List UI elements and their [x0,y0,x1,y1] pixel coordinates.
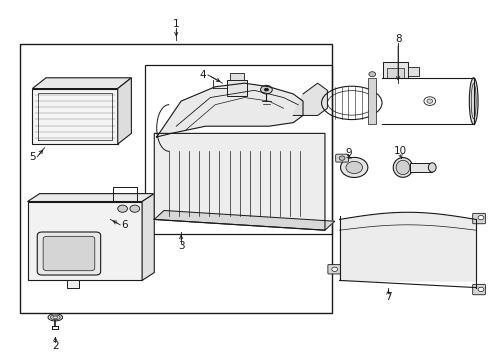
Circle shape [340,157,367,177]
Circle shape [264,88,268,91]
Circle shape [368,72,375,77]
FancyBboxPatch shape [327,265,340,274]
Circle shape [345,161,362,174]
Polygon shape [118,78,131,144]
FancyBboxPatch shape [472,213,485,224]
Bar [27,202,142,280]
Text: 1: 1 [173,19,179,29]
Bar [386,68,403,78]
Text: 8: 8 [394,35,401,44]
Bar [144,65,331,234]
Polygon shape [157,83,303,137]
Text: 2: 2 [52,341,59,351]
Circle shape [260,85,272,94]
Polygon shape [142,194,154,280]
Polygon shape [154,134,325,230]
Ellipse shape [427,163,435,172]
Circle shape [477,216,483,220]
Ellipse shape [48,314,62,321]
Circle shape [426,99,432,103]
Bar [367,78,375,125]
Polygon shape [154,211,334,230]
Circle shape [477,287,483,292]
FancyBboxPatch shape [37,232,101,275]
Bar [32,89,118,144]
Polygon shape [32,78,131,89]
Polygon shape [293,83,327,116]
Text: 7: 7 [384,292,391,302]
FancyBboxPatch shape [472,284,485,295]
Bar [229,73,244,80]
Bar [383,62,407,78]
Text: 9: 9 [345,148,351,158]
Bar [20,44,331,313]
Text: 4: 4 [199,70,206,80]
Circle shape [118,205,127,212]
Bar [67,280,79,288]
Circle shape [130,205,140,212]
Polygon shape [27,194,154,202]
Bar [227,80,246,96]
Circle shape [331,267,337,271]
Ellipse shape [468,78,477,125]
Text: 6: 6 [122,220,128,230]
Bar [409,163,431,172]
Text: 3: 3 [178,241,184,251]
Bar [407,67,418,76]
Text: 10: 10 [393,146,407,156]
Text: 5: 5 [29,152,36,162]
FancyBboxPatch shape [43,236,95,271]
Ellipse shape [395,160,409,175]
Ellipse shape [392,158,412,177]
FancyBboxPatch shape [335,154,347,162]
Circle shape [338,156,344,160]
